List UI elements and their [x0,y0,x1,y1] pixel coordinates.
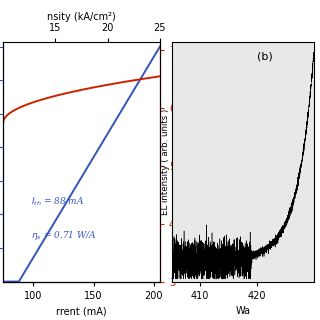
Y-axis label: EL intensity ( arb. units ): EL intensity ( arb. units ) [162,108,171,215]
X-axis label: Wa: Wa [235,306,250,316]
Text: (b): (b) [257,51,273,61]
Text: $I_{th}$ = 88 mA: $I_{th}$ = 88 mA [31,196,84,208]
X-axis label: nsity (kA/cm²): nsity (kA/cm²) [47,12,116,22]
X-axis label: rrent (mA): rrent (mA) [56,306,107,316]
Text: $\eta_s$ = 0.71 W/A: $\eta_s$ = 0.71 W/A [31,229,97,242]
Y-axis label: Voltage (V): Voltage (V) [176,135,186,188]
